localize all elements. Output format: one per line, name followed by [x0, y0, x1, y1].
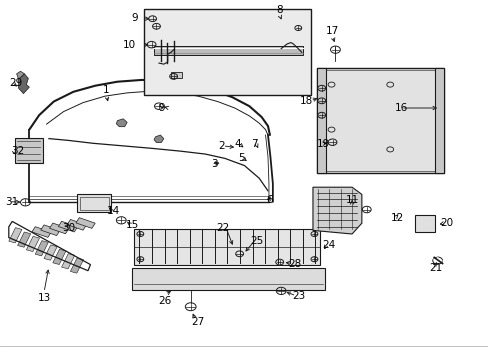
Bar	[319, 70, 441, 171]
Text: 16: 16	[393, 103, 407, 113]
Polygon shape	[154, 135, 163, 143]
Text: 20: 20	[439, 218, 452, 228]
Text: 9: 9	[131, 13, 138, 23]
Bar	[316, 68, 325, 173]
Bar	[15, 138, 43, 163]
Text: 30: 30	[62, 222, 76, 233]
Text: 17: 17	[325, 26, 339, 36]
Text: 11: 11	[345, 195, 358, 205]
Bar	[58, 221, 78, 232]
Text: 1: 1	[103, 85, 110, 95]
Text: 2: 2	[218, 141, 224, 151]
Bar	[132, 268, 325, 290]
Text: 5: 5	[238, 153, 245, 163]
Bar	[316, 68, 443, 173]
Bar	[49, 223, 69, 234]
Text: 25: 25	[250, 236, 263, 246]
Text: 19: 19	[316, 139, 329, 149]
Text: 26: 26	[158, 296, 172, 306]
Bar	[67, 220, 86, 230]
Bar	[53, 249, 66, 265]
Polygon shape	[19, 74, 29, 94]
Text: 15: 15	[126, 220, 139, 230]
Bar	[414, 215, 434, 232]
Bar	[32, 227, 51, 237]
Bar	[434, 68, 443, 173]
Bar	[80, 197, 109, 210]
Bar	[171, 72, 182, 78]
Text: 4: 4	[234, 139, 241, 149]
Bar	[144, 9, 310, 95]
Text: 29: 29	[9, 78, 22, 88]
Text: 23: 23	[292, 291, 305, 301]
Text: 24: 24	[322, 240, 335, 250]
Bar	[26, 236, 40, 252]
Bar	[35, 240, 48, 256]
Text: 9: 9	[158, 103, 165, 113]
Bar	[134, 229, 320, 265]
Text: 13: 13	[37, 293, 51, 303]
Text: 28: 28	[288, 258, 301, 269]
Text: 21: 21	[428, 263, 442, 273]
Bar	[70, 258, 83, 273]
Text: 32: 32	[11, 146, 24, 156]
Text: 27: 27	[191, 317, 204, 327]
Bar	[41, 225, 60, 235]
Text: 8: 8	[276, 5, 283, 15]
Polygon shape	[312, 187, 361, 234]
Text: 10: 10	[122, 40, 136, 50]
Polygon shape	[17, 71, 24, 79]
Polygon shape	[116, 119, 127, 127]
Bar	[61, 253, 75, 269]
Text: 31: 31	[5, 197, 18, 207]
Text: 18: 18	[299, 96, 312, 106]
Bar	[9, 228, 22, 243]
Text: 14: 14	[106, 206, 120, 216]
Text: 22: 22	[216, 222, 229, 233]
Bar	[18, 232, 31, 247]
Text: 3: 3	[210, 159, 217, 169]
Bar	[154, 46, 303, 55]
Text: 7: 7	[251, 139, 258, 149]
Text: 6: 6	[266, 195, 273, 205]
Bar	[77, 194, 111, 212]
Bar	[44, 245, 57, 260]
Text: 12: 12	[390, 213, 404, 223]
Bar	[76, 218, 95, 228]
